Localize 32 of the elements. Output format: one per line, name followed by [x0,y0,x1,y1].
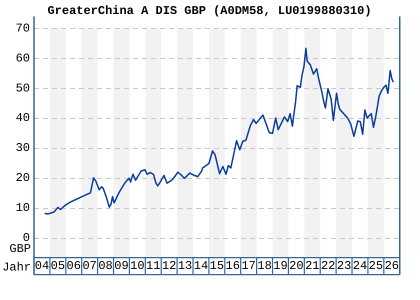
x-tick-label: 26 [384,258,399,273]
x-tick-label: 04 [34,258,50,273]
x-axis-title: Jahr [2,260,31,274]
x-tick-label: 10 [130,258,145,273]
x-tick-label: 14 [194,258,208,273]
x-tick-label: 17 [241,258,256,273]
x-tick-label: 12 [162,258,176,273]
y-tick-label: 30 [16,141,30,156]
x-tick-label: 11 [146,258,160,273]
x-tick-label: 09 [114,258,129,273]
x-tick-label: 22 [320,258,336,273]
y-tick-label: 40 [16,111,30,126]
x-tick-label: 23 [336,258,352,273]
x-tick-label: 20 [289,258,304,273]
x-tick-label: 07 [82,258,97,273]
x-tick-label: 05 [50,258,66,273]
x-tick-label: 18 [257,258,272,273]
y-tick-label: 70 [16,22,30,36]
y-tick-label: 20 [16,171,30,185]
x-tick-label: 25 [368,258,384,273]
x-tick-label: 19 [273,258,288,273]
x-tick-label: 16 [226,258,240,273]
x-tick-label: 21 [305,258,320,273]
x-tick-label: 13 [178,258,192,273]
x-tick-label: 08 [98,258,113,273]
y-tick-label: 60 [16,51,30,66]
chart-title: GreaterChina A DIS GBP (A0DM58, LU0199880310) [47,4,372,18]
y-tick-label: 50 [16,81,30,96]
x-tick-label: 06 [66,258,81,273]
x-tick-label: 24 [352,258,368,273]
y-tick-label: 10 [16,200,30,215]
x-tick-label: 15 [210,258,224,273]
